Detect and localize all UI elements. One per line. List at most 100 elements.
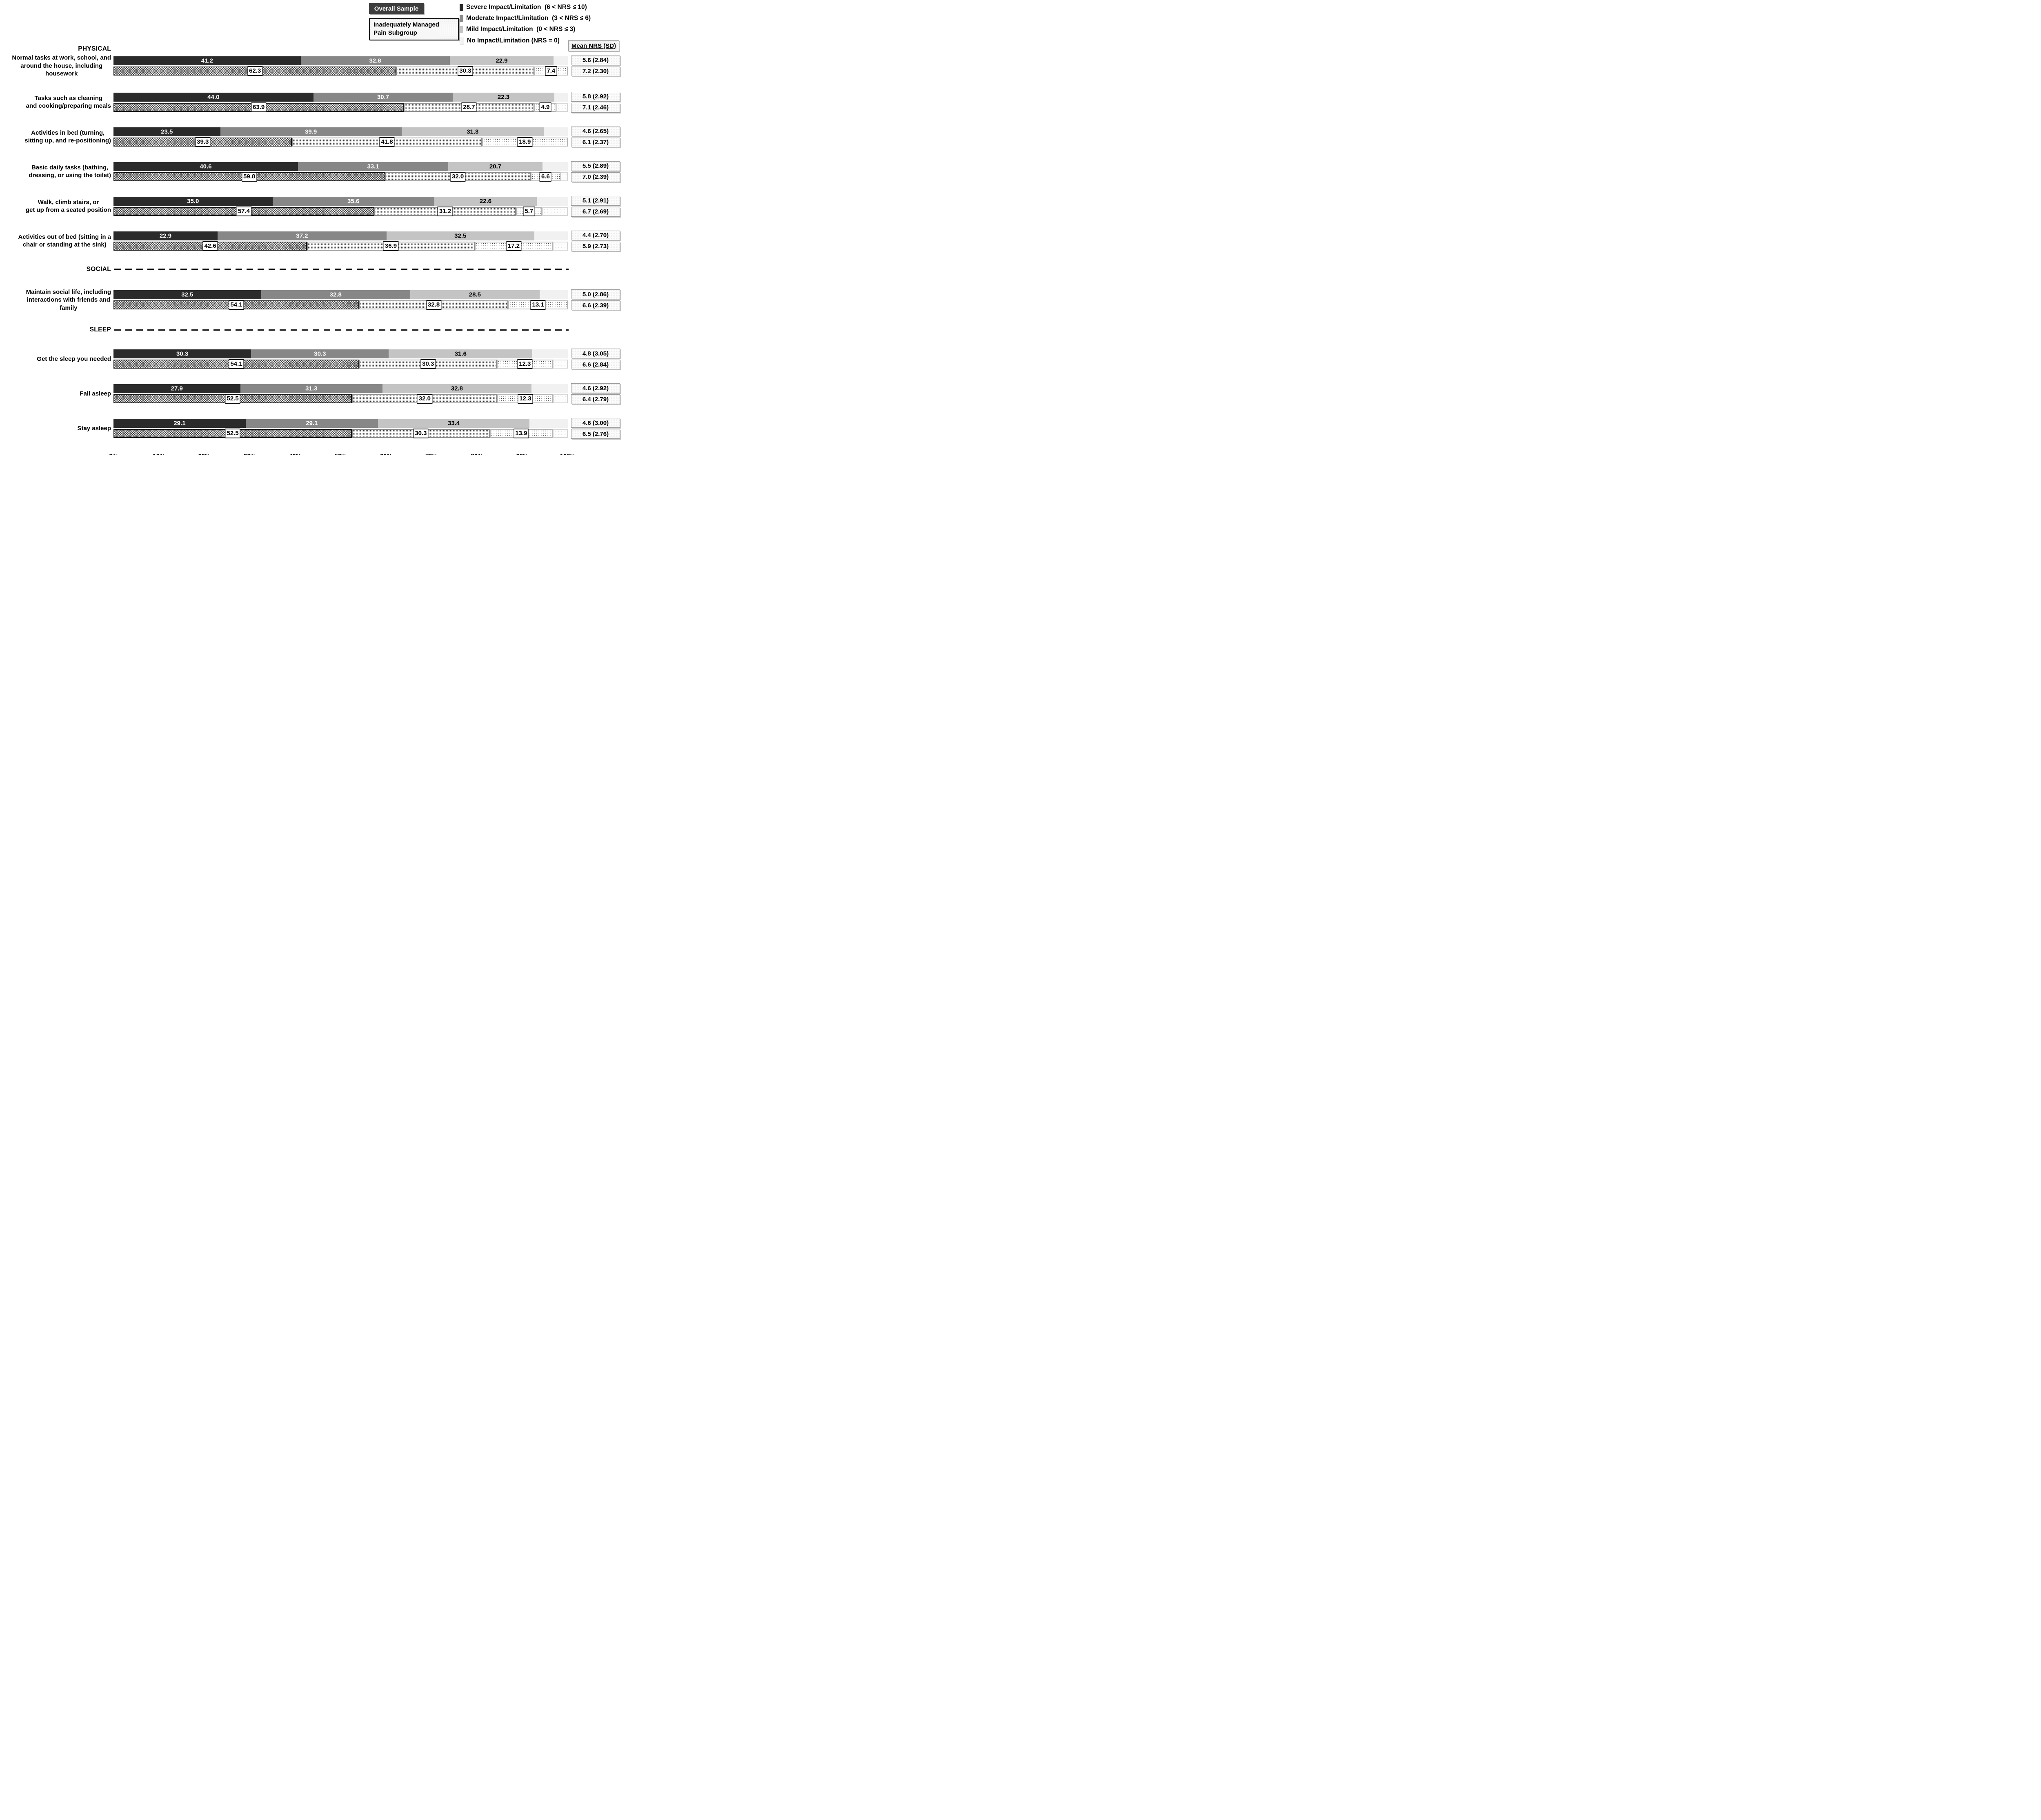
segment-value-label: 27.9 bbox=[171, 385, 183, 392]
sub-bar: 54.1 32.8 13.1 bbox=[113, 300, 568, 310]
bar-segment-ov-none bbox=[534, 231, 568, 240]
segment-value-label: 35.0 bbox=[187, 198, 199, 204]
ov-bar: 32.5 32.8 28.5 bbox=[113, 290, 568, 300]
segment-value-label: 57.4 bbox=[236, 206, 252, 216]
bar-segment-sub-mild: 12.3 bbox=[497, 394, 554, 404]
segment-value-label: 7.4 bbox=[545, 66, 557, 76]
sub-bar: 54.1 30.3 12.3 bbox=[113, 359, 568, 369]
bar-segment-ov-severe: 35.0 bbox=[113, 196, 273, 206]
segment-value-label: 44.0 bbox=[207, 93, 220, 100]
bar-segment-sub-severe: 54.1 bbox=[113, 300, 360, 310]
moderate-swatch-icon bbox=[460, 15, 463, 22]
legend-entry-label: Severe Impact/Limitation (6 < NRS ≤ 10) bbox=[466, 4, 587, 11]
mean-nrs-subgroup: 7.1 (2.46) bbox=[571, 102, 620, 113]
bar-segment-ov-none bbox=[532, 349, 568, 358]
bar-segment-sub-moderate: 41.8 bbox=[292, 137, 482, 147]
segment-value-label: 41.8 bbox=[379, 137, 395, 147]
axis-tick: 30% bbox=[244, 453, 256, 455]
bar-pair: 40.6 33.1 20.7 59.8 32.0 6.6 bbox=[113, 162, 568, 182]
segment-value-label: 12.3 bbox=[517, 359, 533, 369]
bar-segment-sub-moderate: 30.3 bbox=[396, 66, 534, 76]
mean-nrs-subgroup: 6.5 (2.76) bbox=[571, 429, 620, 439]
segment-value-label: 42.6 bbox=[202, 241, 218, 251]
segment-value-label: 31.3 bbox=[467, 128, 479, 135]
mean-nrs-subgroup: 7.2 (2.30) bbox=[571, 66, 620, 76]
segment-value-label: 31.2 bbox=[437, 206, 453, 216]
section-label-cell: PHYSICAL bbox=[0, 45, 113, 53]
ov-bar: 22.9 37.2 32.5 bbox=[113, 231, 568, 240]
bar-segment-sub-severe: 52.5 bbox=[113, 394, 352, 404]
section-header-social: SOCIAL bbox=[0, 265, 623, 273]
legend-entry-label: No Impact/Limitation (NRS = 0) bbox=[467, 37, 560, 44]
segment-value-label: 30.3 bbox=[458, 66, 473, 76]
bar-segment-sub-severe: 42.6 bbox=[113, 241, 307, 251]
bar-segment-ov-moderate: 31.3 bbox=[240, 384, 382, 393]
segment-value-label: 63.9 bbox=[251, 102, 267, 112]
ov-bar: 35.0 35.6 22.6 bbox=[113, 196, 568, 206]
bar-segment-sub-mild: 13.1 bbox=[508, 300, 568, 310]
bar-pair: 23.5 39.9 31.3 39.3 41.8 18.9 bbox=[113, 127, 568, 147]
segment-value-label: 32.8 bbox=[426, 300, 442, 310]
bar-segment-ov-mild: 32.8 bbox=[382, 384, 531, 393]
bar-segment-sub-none bbox=[542, 207, 568, 216]
axis-tick: 10% bbox=[153, 453, 165, 455]
mean-nrs-subgroup: 7.0 (2.39) bbox=[571, 172, 620, 182]
bar-segment-sub-mild: 12.3 bbox=[497, 359, 553, 369]
segment-value-label: 12.3 bbox=[518, 394, 533, 404]
bar-segment-sub-moderate: 32.0 bbox=[385, 171, 531, 182]
segment-value-label: 33.1 bbox=[367, 163, 379, 170]
activity-label-cell: Get the sleep you needed bbox=[0, 355, 113, 363]
mean-nrs-cell: 4.8 (3.05) 6.6 (2.84) bbox=[571, 349, 620, 369]
mean-nrs-overall: 4.4 (2.70) bbox=[571, 230, 620, 240]
sub-bar: 42.6 36.9 17.2 bbox=[113, 241, 568, 251]
segment-value-label: 23.5 bbox=[161, 128, 173, 135]
activity-label: Tasks such as cleaning and cooking/prepa… bbox=[26, 94, 111, 110]
bar-segment-ov-mild: 31.3 bbox=[401, 127, 544, 136]
bar-segment-ov-none bbox=[529, 419, 568, 428]
segment-value-label: 29.1 bbox=[306, 420, 318, 427]
mean-nrs-overall: 4.8 (3.05) bbox=[571, 349, 620, 358]
bar-pair: 22.9 37.2 32.5 42.6 36.9 17.2 bbox=[113, 231, 568, 251]
legend-entry-label: Moderate Impact/Limitation (3 < NRS ≤ 6) bbox=[466, 15, 591, 22]
activity-label: Walk, climb stairs, or get up from a sea… bbox=[25, 198, 111, 214]
chart-row: Fall asleep 27.9 31.3 32.8 52.5 32.0 12.3 4.6 (… bbox=[0, 383, 623, 404]
bar-segment-ov-moderate: 32.8 bbox=[261, 290, 410, 300]
bar-segment-sub-moderate: 31.2 bbox=[374, 206, 516, 216]
bar-pair: 29.1 29.1 33.4 52.5 30.3 13.9 bbox=[113, 419, 568, 438]
bar-segment-ov-mild: 22.9 bbox=[449, 56, 554, 65]
mean-nrs-overall: 4.6 (3.00) bbox=[571, 418, 620, 428]
segment-value-label: 31.6 bbox=[454, 350, 467, 358]
activity-label: Maintain social life, including interact… bbox=[26, 288, 111, 311]
activity-label-cell: Fall asleep bbox=[0, 390, 113, 398]
mean-nrs-cell: 5.0 (2.86) 6.6 (2.39) bbox=[571, 289, 620, 311]
chart-row: Walk, climb stairs, or get up from a sea… bbox=[0, 196, 623, 217]
bar-segment-ov-mild: 20.7 bbox=[448, 162, 542, 171]
bar-segment-sub-mild: 17.2 bbox=[474, 241, 553, 251]
mean-nrs-cell: 4.6 (2.65) 6.1 (2.37) bbox=[571, 126, 620, 147]
bar-segment-sub-severe: 52.5 bbox=[113, 429, 352, 438]
bar-segment-ov-mild: 33.4 bbox=[378, 419, 530, 428]
bar-segment-sub-none bbox=[553, 394, 568, 403]
bar-segment-sub-none bbox=[553, 360, 568, 369]
legend-subgroup-box: Inadequately Managed Pain Subgroup bbox=[369, 18, 459, 40]
bar-segment-ov-severe: 29.1 bbox=[113, 419, 246, 428]
bar-segment-ov-mild: 22.3 bbox=[453, 92, 554, 102]
segment-value-label: 30.3 bbox=[176, 350, 189, 358]
legend-entry-label: Mild Impact/Limitation (0 < NRS ≤ 3) bbox=[466, 26, 576, 33]
activity-label-cell: Activities out of bed (sitting in a chai… bbox=[0, 233, 113, 249]
mean-nrs-cell: 5.8 (2.92) 7.1 (2.46) bbox=[571, 91, 620, 113]
bar-pair: 27.9 31.3 32.8 52.5 32.0 12.3 bbox=[113, 384, 568, 404]
segment-value-label: 31.3 bbox=[305, 385, 318, 392]
bar-segment-ov-mild: 28.5 bbox=[410, 290, 540, 300]
ov-bar: 44.0 30.7 22.3 bbox=[113, 92, 568, 102]
segment-value-label: 32.0 bbox=[417, 394, 432, 404]
section-header-sleep: SLEEP bbox=[0, 326, 623, 334]
mild-swatch-icon bbox=[460, 26, 463, 33]
segment-value-label: 54.1 bbox=[229, 359, 244, 369]
bar-segment-ov-severe: 22.9 bbox=[113, 231, 218, 240]
activity-label-cell: Walk, climb stairs, or get up from a sea… bbox=[0, 198, 113, 214]
segment-value-label: 13.9 bbox=[514, 429, 529, 438]
legend-entry-severe: Severe Impact/Limitation (6 < NRS ≤ 10) bbox=[460, 4, 591, 11]
legend-entry-mild: Mild Impact/Limitation (0 < NRS ≤ 3) bbox=[460, 26, 591, 33]
bar-segment-sub-moderate: 32.8 bbox=[359, 300, 509, 310]
